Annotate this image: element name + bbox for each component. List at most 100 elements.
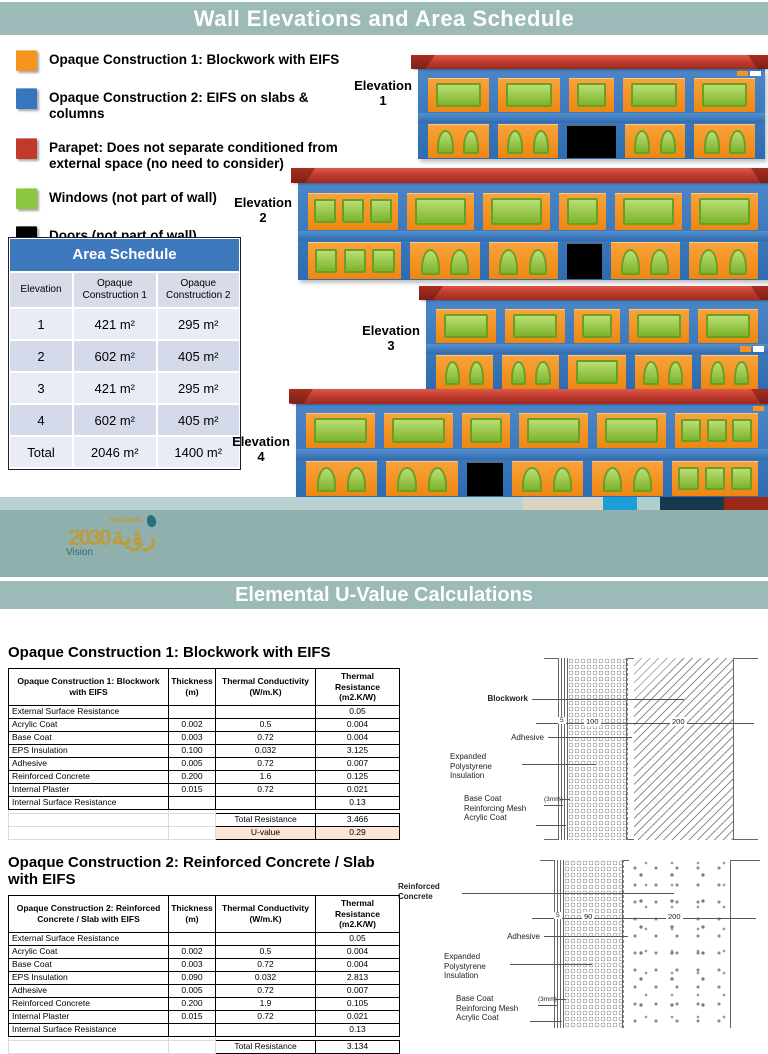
- area-schedule-row: 1 421 m² 295 m²: [10, 309, 239, 339]
- elevation-figure: Elevation 3: [362, 286, 768, 390]
- uvalue-cell: 0.72: [215, 782, 316, 797]
- total-resistance-row: Total Resistance 3.134: [8, 1039, 400, 1054]
- facade-floor: [418, 77, 765, 113]
- slab-band: [296, 449, 768, 460]
- uvalue-column-header: Thermal Resistance (m2.K/W): [315, 668, 400, 706]
- elevation-label: Elevation 2: [232, 195, 294, 225]
- arched-window: [397, 466, 417, 492]
- door-panel: [566, 243, 602, 280]
- uvalue-cell: 0.72: [215, 756, 316, 771]
- coat-layers: [554, 860, 563, 1028]
- dimension-value: 200: [666, 912, 683, 921]
- door: [473, 464, 496, 496]
- uvalue-cell: 0.021: [315, 1009, 400, 1024]
- elevation-label-number: 1: [379, 92, 387, 108]
- facade-panel: [428, 124, 489, 159]
- uvalue-column-header: Thermal Resistance (m2.K/W): [315, 895, 400, 933]
- orange-marker: [737, 71, 748, 77]
- parapet-end-cap: [751, 168, 768, 184]
- leader-line: [536, 825, 566, 826]
- total-resistance-row: Total Resistance 3.466: [8, 812, 400, 827]
- blockwork-layer: [634, 658, 734, 840]
- window: [706, 419, 727, 443]
- facade-panel: [498, 78, 560, 113]
- window: [314, 248, 337, 273]
- arched-window: [427, 466, 447, 492]
- area-schedule-cell: 2046 m²: [74, 437, 156, 467]
- legend-item: Windows (not part of wall): [16, 188, 351, 210]
- uvalue-cell: Acrylic Coat: [8, 717, 169, 732]
- white-marker: [750, 71, 761, 77]
- facade-panel: [559, 192, 607, 230]
- orange-marker: [753, 405, 764, 411]
- elevation-figure: Elevation 2: [234, 168, 768, 280]
- material-label: Reinforced Concrete: [398, 882, 440, 901]
- facade-panel: [693, 78, 756, 113]
- uvalue-header-row: Opaque Construction 1: Blockwork with EI…: [8, 668, 400, 706]
- window: [699, 197, 750, 225]
- area-schedule-column-header: Elevation: [10, 273, 72, 307]
- facade-panel: [386, 460, 458, 496]
- top-strip: [296, 404, 768, 412]
- logo-vision-text: Vision: [66, 547, 94, 558]
- uvalue-cell: 0.032: [215, 743, 316, 758]
- coats-label: Base Coat Reinforcing Mesh Acrylic Coat: [464, 794, 527, 822]
- uvalue-row: Adhesive 0.005 0.72 0.007: [8, 983, 400, 998]
- window: [732, 419, 753, 443]
- elevation-figure: Elevation 4: [232, 389, 768, 497]
- uvalue-section-1: Opaque Construction 1: Blockwork with EI…: [8, 644, 403, 840]
- uvalue-cell: Internal Plaster: [8, 782, 169, 797]
- elevation-figure: Elevation 1: [354, 55, 768, 159]
- parapet-end-cap: [748, 55, 768, 70]
- parapet-end-cap: [751, 389, 768, 404]
- facade-panel: [383, 412, 453, 449]
- uvalue-cell: 0.007: [315, 983, 400, 998]
- uvalue-cell: 0.13: [315, 795, 400, 810]
- strip-segment: [0, 497, 523, 510]
- elevation-label: Elevation 4: [230, 434, 292, 464]
- elevation-label: Elevation 3: [360, 323, 422, 353]
- door-panel: [567, 124, 616, 159]
- facade-panel: [624, 124, 686, 159]
- empty-cell: [8, 812, 169, 827]
- area-schedule-cell: Total: [10, 437, 72, 467]
- slab-band: [418, 113, 765, 124]
- window: [631, 83, 677, 108]
- door: [576, 127, 607, 159]
- window: [576, 83, 607, 108]
- strip-segment: [660, 497, 725, 510]
- facade-panel: [308, 242, 402, 280]
- facade-panel: [519, 412, 589, 449]
- area-schedule-row: 3 421 m² 295 m²: [10, 373, 239, 403]
- arched-window: [650, 248, 670, 276]
- uvalue-cell: 0.005: [168, 756, 216, 771]
- section-title: Elemental U-Value Calculations: [0, 581, 768, 609]
- facade-panel: [436, 355, 494, 390]
- facade-panel: [700, 355, 759, 390]
- door-panel: [466, 461, 503, 496]
- top-strip: [426, 300, 768, 308]
- uvalue-cell: Acrylic Coat: [8, 944, 169, 959]
- facade-panel: [634, 355, 692, 390]
- building-body: [418, 69, 765, 159]
- uvalue-cell: 1.9: [215, 996, 316, 1011]
- eps-insulation-layer: [563, 860, 623, 1028]
- legend: Opaque Construction 1: Blockwork with EI…: [16, 50, 351, 248]
- uvalue-cell: EPS Insulation: [8, 970, 169, 985]
- slab-band: [298, 230, 768, 242]
- material-label: Blockwork: [487, 694, 528, 703]
- facade-panel: [697, 309, 758, 344]
- uvalue-cell: 0.05: [315, 704, 400, 719]
- window: [444, 314, 489, 339]
- arched-window: [602, 466, 623, 492]
- facade-panel: [688, 242, 759, 280]
- leader-line: [522, 764, 596, 765]
- elevation-label: Elevation 1: [352, 78, 414, 108]
- uvalue-row: EPS Insulation 0.100 0.032 3.125: [8, 743, 400, 758]
- parapet: [411, 55, 768, 70]
- facade-panel: [694, 124, 755, 159]
- elevation-label-text: Elevation: [354, 77, 412, 93]
- adhesive-layer: [623, 860, 629, 1028]
- uvalue-cell: 0.005: [168, 983, 216, 998]
- total-resistance-label: Total Resistance: [215, 812, 316, 827]
